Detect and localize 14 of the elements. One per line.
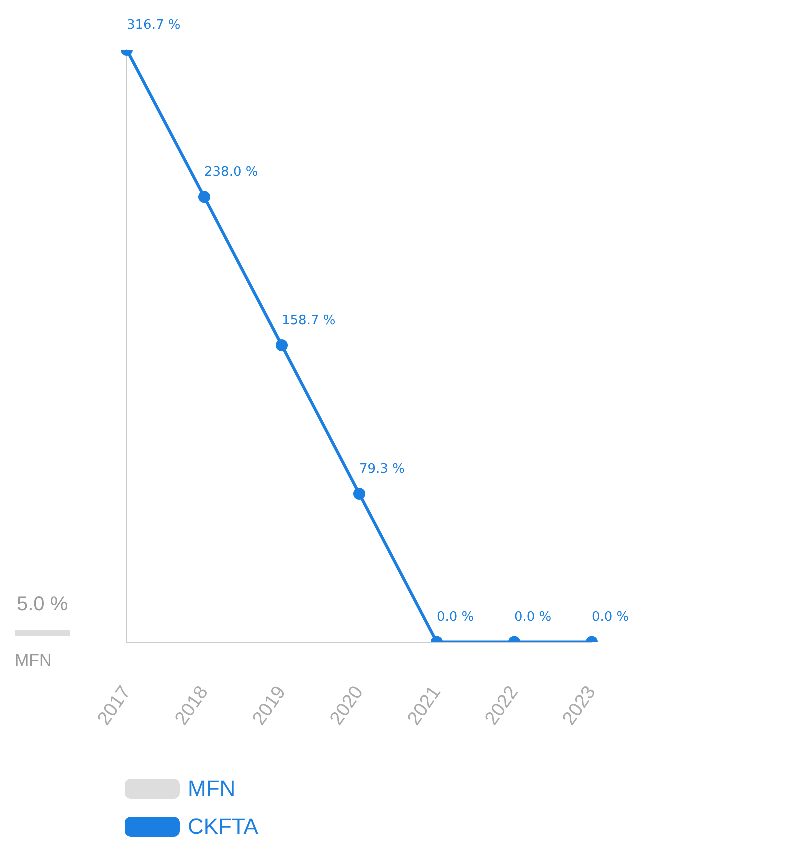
- data-label: 0.0 %: [514, 610, 552, 626]
- data-label: 158.7 %: [282, 313, 336, 328]
- data-label: 0.0 %: [592, 610, 630, 626]
- point: [198, 191, 210, 204]
- point: [276, 339, 288, 352]
- data-label: 0.0 %: [437, 610, 474, 626]
- legend-label: CKFTA: [188, 814, 258, 840]
- data-label: 316.7 %: [127, 18, 181, 33]
- legend-label: MFN: [188, 776, 236, 802]
- annotation: 5.0 %: [17, 593, 68, 616]
- text: MFN: [15, 651, 52, 670]
- data-label: 79.3 %: [360, 462, 405, 477]
- point: [354, 488, 366, 500]
- data-label: 238.0 %: [204, 165, 258, 180]
